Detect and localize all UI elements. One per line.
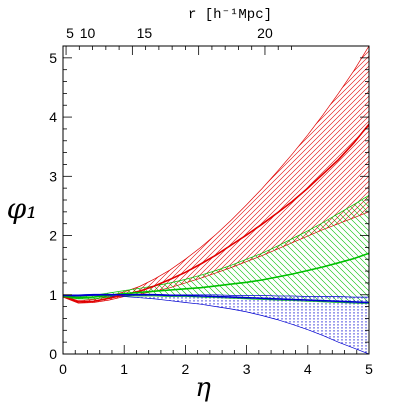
band-2 <box>63 294 369 354</box>
x-tick-label: 0 <box>59 361 67 377</box>
y-tick-label: 1 <box>49 287 57 303</box>
y-axis-label-base: φ₁ <box>7 192 38 225</box>
top-axis-label: r [h⁻¹Mpc] <box>188 7 272 23</box>
x-axis-label: η <box>195 373 211 403</box>
x-tick-label: 5 <box>365 361 373 377</box>
y-tick-label: 4 <box>49 109 57 125</box>
band-lower-edge-2 <box>63 295 369 354</box>
band-1 <box>63 195 369 304</box>
y-tick-label: 3 <box>49 168 57 184</box>
x-tick-label: 3 <box>243 361 251 377</box>
uncertainty-bands <box>63 46 369 354</box>
central-line-0 <box>63 123 369 303</box>
top-tick-label: 20 <box>257 25 273 41</box>
x-tick-label: 2 <box>182 361 190 377</box>
y-tick-label: 0 <box>49 346 57 362</box>
central-lines <box>63 123 369 304</box>
y-tick-label: 5 <box>49 50 57 66</box>
central-line-2 <box>63 294 369 304</box>
top-tick-label: 15 <box>137 25 153 41</box>
top-tick-label: 5 <box>66 25 74 41</box>
x-tick-label: 1 <box>120 361 128 377</box>
x-tick-label: 4 <box>304 361 312 377</box>
band-upper-edge-1 <box>63 195 369 297</box>
y-tick-label: 2 <box>49 228 57 244</box>
top-tick-label: 10 <box>80 25 96 41</box>
axis-ticks <box>62 45 370 355</box>
